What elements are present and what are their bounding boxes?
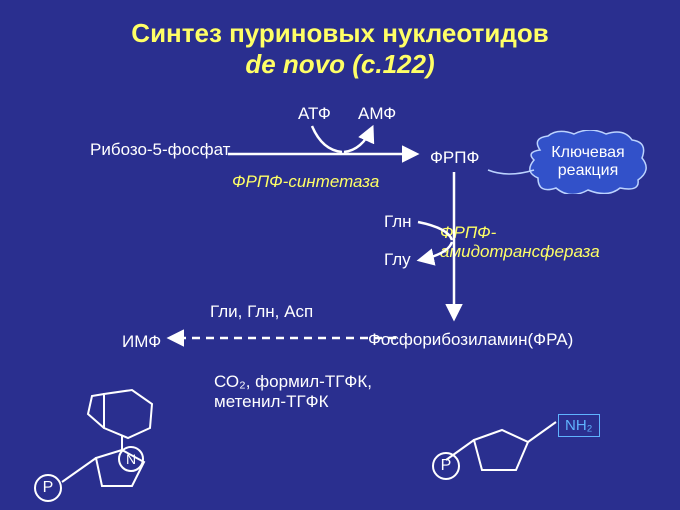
callout-tail: [488, 170, 534, 174]
label-p-left: P: [34, 474, 62, 502]
label-n-left: N: [118, 446, 144, 472]
label-nh2: NH₂: [558, 414, 600, 437]
curve-amp-out: [344, 128, 372, 152]
curve-atp-in: [312, 126, 342, 152]
label-p-right: P: [432, 452, 460, 480]
curve-gln-in: [418, 222, 452, 240]
curve-glu-out: [420, 242, 452, 260]
